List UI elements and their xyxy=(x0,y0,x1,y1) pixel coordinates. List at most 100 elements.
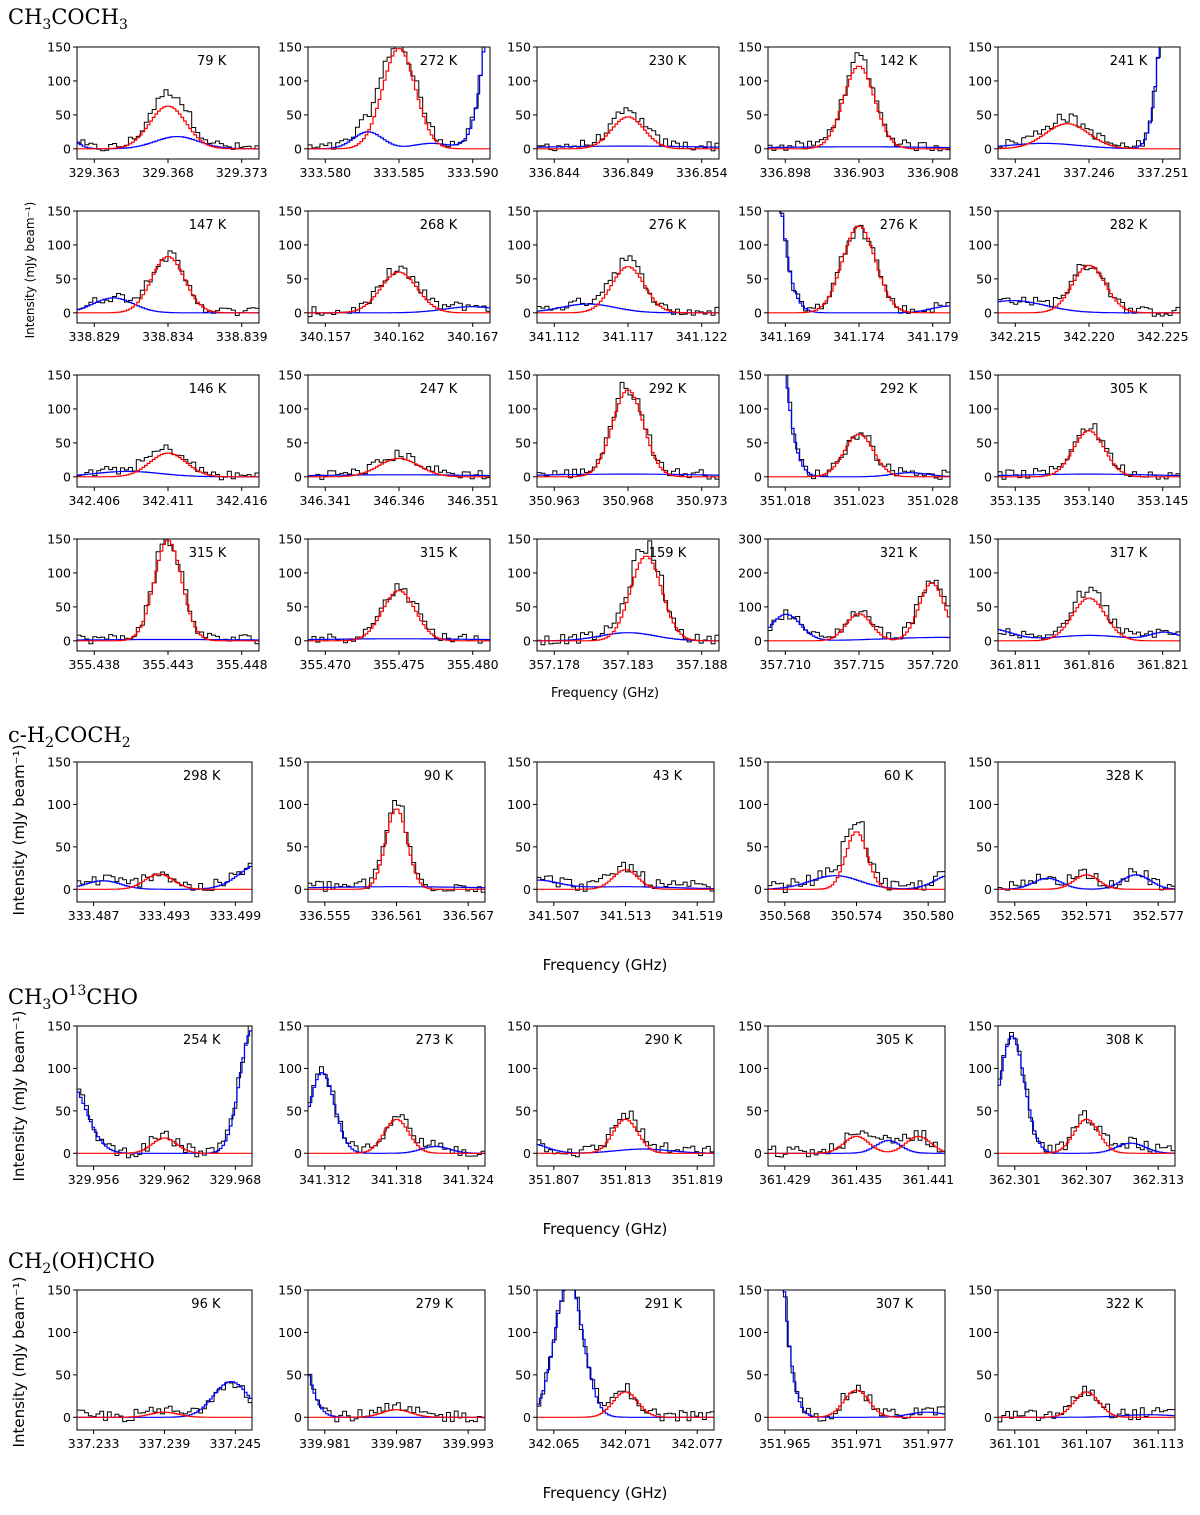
plot-frame xyxy=(767,210,951,324)
x-tick-label: 346.351 xyxy=(447,493,499,508)
x-tick-label: 341.513 xyxy=(600,908,652,923)
x-tick-label: 357.710 xyxy=(759,657,811,672)
section-3: CH3O13CHO 0 50 100 150 329.956 329.962 329.968 2… xyxy=(8,983,1184,1238)
y-tick-label: 100 xyxy=(738,1325,762,1340)
y-tick-label: 50 xyxy=(55,271,71,286)
x-tick-label: 355.480 xyxy=(447,657,499,672)
x-tick-label: 338.839 xyxy=(216,329,268,344)
section-title: c-H2COCH2 xyxy=(8,723,131,751)
x-tick-label: 341.179 xyxy=(907,329,959,344)
model-other-species xyxy=(308,474,490,477)
model-other-species xyxy=(768,146,950,149)
x-tick-label: 362.301 xyxy=(989,1172,1041,1187)
model-fit xyxy=(537,389,719,478)
y-tick-label: 50 xyxy=(515,271,531,286)
plot-frame xyxy=(536,46,720,160)
y-tick-label: 150 xyxy=(968,40,992,55)
x-tick-label: 337.251 xyxy=(1137,165,1189,180)
y-tick-label: 150 xyxy=(278,1019,302,1034)
temperature-label: 273 K xyxy=(416,1033,454,1048)
x-tick-label: 336.844 xyxy=(528,165,580,180)
y-tick-label: 100 xyxy=(278,401,302,416)
x-tick-label: 333.580 xyxy=(299,165,351,180)
spectrum-panel: 0 50 100 150 341.169 341.174 341.179 276 K xyxy=(738,204,959,345)
x-tick-label: 361.441 xyxy=(902,1172,954,1187)
y-tick-label: 150 xyxy=(968,204,992,219)
model-fit xyxy=(537,116,719,150)
y-tick-label: 0 xyxy=(294,469,302,484)
model-fit xyxy=(77,452,259,478)
y-tick-label: 50 xyxy=(55,839,71,854)
temperature-label: 142 K xyxy=(880,54,918,69)
model-other-species xyxy=(77,638,259,641)
spectrum-panel: 0 50 100 150 361.101 361.107 361.113 322 K xyxy=(968,1283,1184,1452)
x-tick-label: 338.829 xyxy=(68,329,120,344)
model-fit xyxy=(768,1135,945,1154)
y-tick-label: 50 xyxy=(286,599,302,614)
observed-spectrum xyxy=(77,250,259,316)
y-axis-label: Intensity (mJy beam⁻¹) xyxy=(10,1277,28,1448)
y-tick-label: 100 xyxy=(507,73,531,88)
y-tick-label: 50 xyxy=(515,599,531,614)
model-other-species xyxy=(308,886,485,889)
y-tick-label: 0 xyxy=(294,1410,302,1425)
spectrum-panel: 0 50 100 150 341.112 341.117 341.122 276 K xyxy=(507,204,727,345)
x-tick-label: 337.241 xyxy=(989,165,1041,180)
x-tick-label: 336.567 xyxy=(442,908,494,923)
section-title: CH2(OH)CHO xyxy=(8,1249,155,1277)
temperature-label: 96 K xyxy=(191,1297,221,1312)
observed-spectrum xyxy=(768,1130,945,1158)
spectrum-panel: 0 50 100 150 329.956 329.962 329.968 254 K xyxy=(47,1019,261,1188)
section-1: CH3COCH3 0 50 100 150 329.363 329.368 329.373 79… xyxy=(8,5,1189,701)
y-tick-label: 50 xyxy=(976,435,992,450)
observed-spectrum xyxy=(77,444,259,481)
y-tick-label: 50 xyxy=(55,435,71,450)
temperature-label: 146 K xyxy=(189,382,227,397)
model-fit xyxy=(998,430,1180,478)
y-tick-label: 150 xyxy=(47,368,71,383)
observed-spectrum xyxy=(998,264,1180,317)
x-tick-label: 346.341 xyxy=(299,493,351,508)
y-tick-label: 300 xyxy=(738,532,762,547)
model-other-species xyxy=(998,300,1180,314)
observed-spectrum xyxy=(308,800,485,893)
x-tick-label: 355.448 xyxy=(216,657,268,672)
section-title: CH3COCH3 xyxy=(8,5,128,33)
x-tick-label: 355.475 xyxy=(373,657,425,672)
x-tick-label: 351.807 xyxy=(528,1172,580,1187)
spectrum-panel: 0 50 100 150 340.157 340.162 340.167 268 K xyxy=(278,204,498,345)
model-fit xyxy=(998,1118,1175,1154)
y-tick-label: 0 xyxy=(984,1410,992,1425)
temperature-label: 308 K xyxy=(1106,1033,1144,1048)
y-tick-label: 50 xyxy=(746,1103,762,1118)
y-tick-label: 150 xyxy=(507,204,531,219)
model-other-species xyxy=(998,473,1180,477)
x-tick-label: 352.577 xyxy=(1132,908,1184,923)
x-tick-label: 351.813 xyxy=(600,1172,652,1187)
y-tick-label: 0 xyxy=(984,141,992,156)
x-tick-label: 342.065 xyxy=(528,1436,580,1451)
model-other-species xyxy=(77,470,259,478)
y-tick-label: 100 xyxy=(278,565,302,580)
y-axis-label: Intensity (mJy beam⁻¹) xyxy=(23,202,37,339)
model-fit xyxy=(308,48,490,150)
y-tick-label: 50 xyxy=(746,107,762,122)
model-other-species xyxy=(537,1144,714,1154)
model-fit xyxy=(308,1118,485,1154)
y-tick-label: 100 xyxy=(47,797,71,812)
x-axis-label: Frequency (GHz) xyxy=(543,1220,668,1238)
x-tick-label: 337.245 xyxy=(210,1436,262,1451)
model-other-species xyxy=(998,1035,1175,1154)
model-fit xyxy=(308,1409,485,1418)
y-tick-label: 150 xyxy=(738,40,762,55)
temperature-label: 276 K xyxy=(880,218,918,233)
x-tick-label: 350.973 xyxy=(676,493,728,508)
temperature-label: 291 K xyxy=(645,1297,683,1312)
x-tick-label: 361.429 xyxy=(759,1172,811,1187)
y-tick-label: 100 xyxy=(278,797,302,812)
temperature-label: 315 K xyxy=(189,546,227,561)
x-tick-label: 341.169 xyxy=(759,329,811,344)
x-tick-label: 357.178 xyxy=(528,657,580,672)
spectrum-panel: 0 50 100 150 362.301 362.307 362.313 308 K xyxy=(968,1019,1184,1188)
y-tick-label: 0 xyxy=(294,305,302,320)
